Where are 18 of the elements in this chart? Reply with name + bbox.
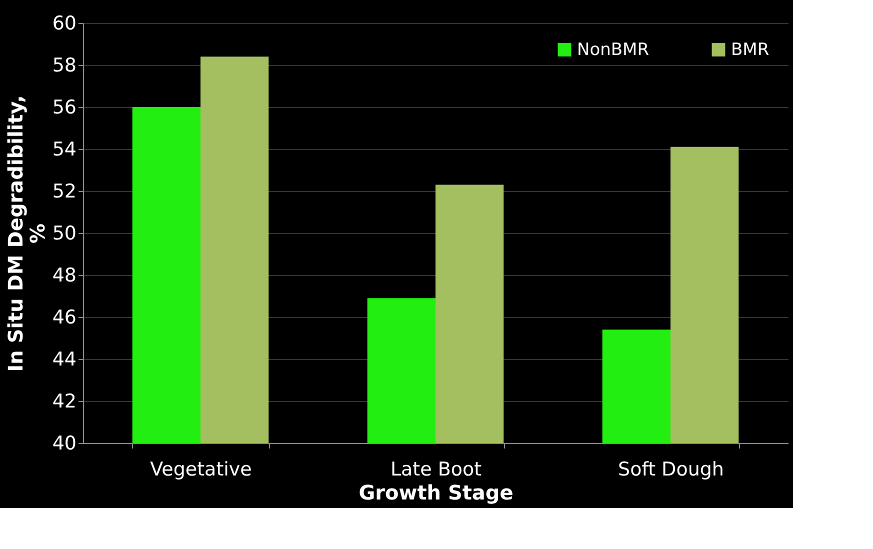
legend-label: BMR bbox=[731, 40, 770, 60]
y-tick-label: 48 bbox=[52, 264, 76, 286]
legend-label: NonBMR bbox=[577, 40, 650, 60]
y-tick-label: 42 bbox=[52, 390, 76, 412]
y-tick-label: 54 bbox=[52, 138, 76, 160]
y-tick-label: 40 bbox=[52, 432, 76, 454]
y-tick-label: 50 bbox=[52, 222, 76, 244]
y-axis-title: In Situ DM Degradibility, % bbox=[3, 95, 50, 372]
y-tick-label: 56 bbox=[52, 96, 76, 118]
x-tick-label: Vegetative bbox=[150, 458, 252, 480]
y-tick-label: 58 bbox=[52, 54, 76, 76]
y-tick-label: 46 bbox=[52, 306, 76, 328]
x-axis-title: Growth Stage bbox=[358, 480, 514, 504]
y-tick-label: 44 bbox=[52, 348, 76, 370]
y-tick-label: 52 bbox=[52, 180, 76, 202]
x-tick-label: Soft Dough bbox=[618, 458, 724, 480]
y-tick-label: 60 bbox=[52, 12, 76, 34]
x-tick-label: Late Boot bbox=[390, 458, 482, 480]
